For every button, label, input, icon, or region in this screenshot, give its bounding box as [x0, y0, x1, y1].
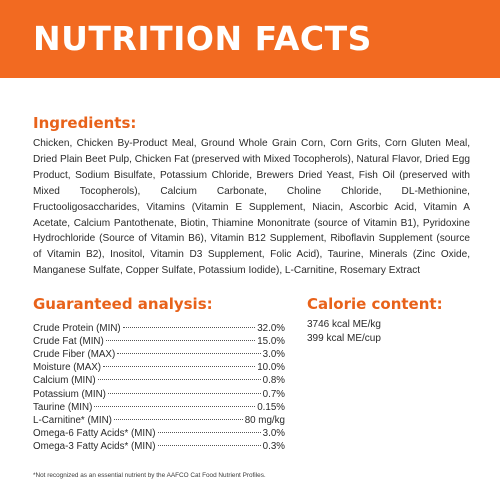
analysis-label: Taurine (MIN)	[33, 401, 93, 413]
analysis-row-crude-protein: Crude Protein (MIN) 32.0%	[33, 315, 285, 334]
calorie-per-kg: 3746 kcal ME/kg	[307, 319, 381, 330]
analysis-row-calcium: Calcium (MIN) 0.8%	[33, 367, 285, 386]
aafco-footnote: *Not recognized as an essential nutrient…	[33, 472, 266, 479]
dot-leader	[113, 407, 243, 420]
analysis-row-potassium: Potassium (MIN) 0.7%	[33, 380, 285, 400]
dot-leader	[97, 367, 261, 381]
dot-leader	[117, 341, 261, 355]
dot-leader	[105, 328, 256, 342]
analysis-label: Crude Fiber (MAX)	[33, 349, 116, 361]
analysis-label: Omega-3 Fatty Acids* (MIN)	[33, 440, 156, 452]
analysis-value: 80 mg/kg	[244, 414, 285, 426]
page-title: NUTRITION FACTS	[33, 19, 372, 58]
calorie-content-heading: Calorie content:	[307, 295, 443, 313]
dot-leader	[107, 380, 261, 394]
header-banner: NUTRITION FACTS	[0, 0, 500, 78]
ingredients-heading: Ingredients:	[33, 114, 137, 132]
analysis-row-crude-fat: Crude Fat (MIN) 15.0%	[33, 328, 285, 347]
analysis-row-l-carnitine: L-Carnitine* (MIN) 80 mg/kg	[33, 407, 285, 426]
dot-leader	[157, 433, 261, 446]
ingredients-list: Chicken, Chicken By-Product Meal, Ground…	[33, 138, 470, 277]
analysis-row-moisture: Moisture (MAX) 10.0%	[33, 354, 285, 373]
dot-leader	[94, 394, 256, 407]
analysis-row-crude-fiber: Crude Fiber (MAX) 3.0%	[33, 341, 285, 360]
analysis-value: 15.0%	[257, 336, 285, 348]
guaranteed-analysis-table: Crude Protein (MIN) 32.0% Crude Fat (MIN)…	[33, 315, 285, 452]
analysis-value: 0.15%	[257, 401, 285, 413]
analysis-label: Calcium (MIN)	[33, 375, 96, 387]
analysis-value: 0.3%	[262, 440, 285, 452]
analysis-value: 3.0%	[262, 427, 285, 439]
dot-leader	[122, 315, 256, 329]
calorie-per-cup: 399 kcal ME/cup	[307, 333, 381, 344]
dot-leader	[157, 420, 261, 433]
analysis-value: 10.0%	[257, 362, 285, 374]
dot-leader	[103, 354, 256, 368]
analysis-row-omega-6: Omega-6 Fatty Acids* (MIN) 3.0%	[33, 420, 285, 439]
analysis-label: Moisture (MAX)	[33, 362, 102, 374]
analysis-label: Crude Protein (MIN)	[33, 323, 121, 335]
analysis-label: Potassium (MIN)	[33, 388, 106, 400]
analysis-value: 0.8%	[262, 375, 285, 387]
analysis-value: 3.0%	[262, 349, 285, 361]
analysis-row-omega-3: Omega-3 Fatty Acids* (MIN) 0.3%	[33, 433, 285, 452]
analysis-label: Crude Fat (MIN)	[33, 336, 104, 348]
analysis-label: Omega-6 Fatty Acids* (MIN)	[33, 427, 156, 439]
calorie-content-list: 3746 kcal ME/kg 399 kcal ME/cup	[307, 318, 381, 346]
analysis-row-taurine: Taurine (MIN) 0.15%	[33, 394, 285, 413]
analysis-value: 0.7%	[262, 388, 285, 400]
analysis-label: L-Carnitine* (MIN)	[33, 414, 112, 426]
analysis-value: 32.0%	[257, 323, 285, 335]
guaranteed-analysis-heading: Guaranteed analysis:	[33, 295, 213, 313]
